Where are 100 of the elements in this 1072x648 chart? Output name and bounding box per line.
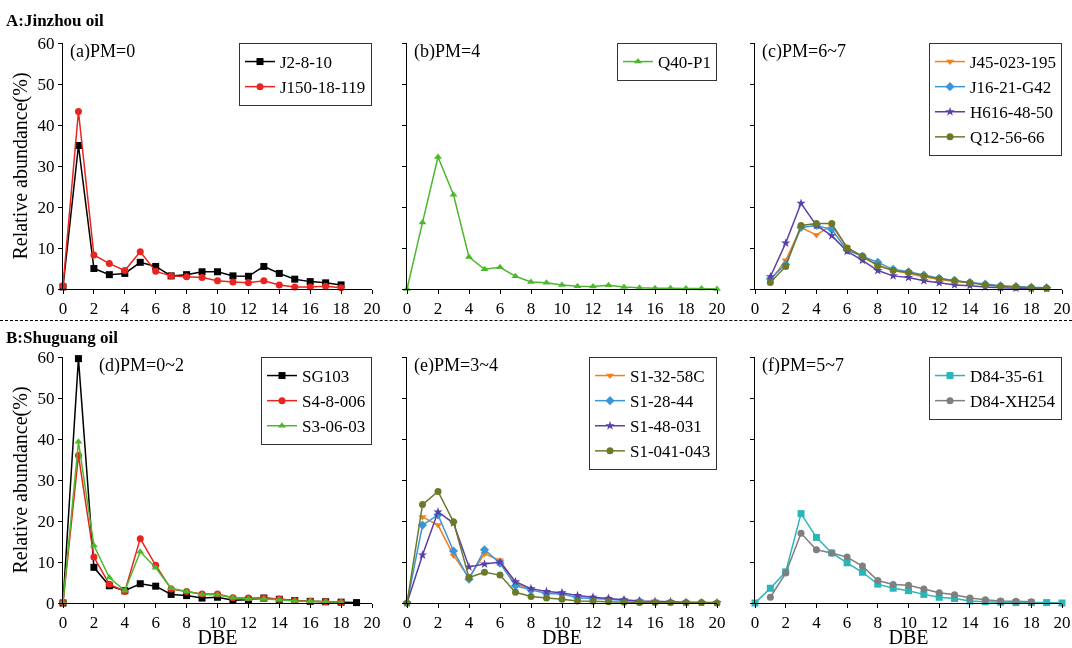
x-tick-label: 12 — [239, 613, 257, 633]
x-tick-label: 6 — [495, 613, 505, 633]
y-tick-label: 60 — [37, 347, 55, 367]
legend-label: J45-023-195 — [970, 53, 1056, 73]
x-tick-label: 8 — [873, 299, 883, 319]
y-axis-title: Relative abundance(%) — [9, 386, 33, 574]
x-tick-label: 4 — [464, 299, 474, 319]
x-tick-label: 14 — [961, 299, 979, 319]
y-axis-title: Relative abundance(%) — [9, 72, 33, 260]
y-tick-label: 20 — [37, 197, 55, 217]
y-tick-label: 30 — [37, 470, 55, 490]
chart-title: (b)PM=4 — [414, 41, 481, 62]
chart-title: (d)PM=0~2 — [99, 355, 184, 376]
x-tick-label: 16 — [992, 299, 1010, 319]
x-tick-label: 8 — [873, 613, 883, 633]
x-tick-label: 18 — [677, 613, 695, 633]
x-tick-label: 12 — [584, 613, 602, 633]
x-tick-label: 16 — [646, 299, 664, 319]
x-tick-label: 10 — [553, 299, 571, 319]
x-tick-label: 6 — [151, 613, 160, 633]
x-tick-label: 16 — [646, 613, 664, 633]
x-tick-label: 0 — [402, 613, 412, 633]
y-tick-label: 20 — [37, 511, 55, 531]
y-tick-label: 40 — [37, 429, 55, 449]
x-tick-label: 16 — [992, 613, 1010, 633]
y-tick-label: 40 — [37, 115, 55, 135]
x-tick-label: 2 — [433, 613, 443, 633]
legend-label: J16-21-G42 — [970, 78, 1052, 98]
chart-title: (e)PM=3~4 — [414, 355, 498, 376]
x-tick-label: 20 — [1053, 613, 1071, 633]
x-tick-label: 14 — [615, 613, 633, 633]
x-tick-label: 8 — [526, 613, 536, 633]
x-tick-label: 2 — [781, 613, 790, 633]
x-tick-label: 6 — [842, 299, 852, 319]
legend-label: S1-041-043 — [630, 442, 711, 462]
x-tick-label: 0 — [402, 299, 412, 319]
x-tick-label: 14 — [615, 299, 633, 319]
chart-title: (f)PM=5~7 — [762, 355, 844, 376]
x-tick-label: 20 — [708, 299, 726, 319]
x-tick-label: 20 — [708, 613, 726, 633]
x-tick-label: 6 — [495, 299, 505, 319]
x-tick-label: 12 — [930, 613, 948, 633]
x-tick-label: 14 — [961, 613, 979, 633]
y-tick-label: 10 — [37, 552, 55, 572]
x-tick-label: 0 — [750, 613, 760, 633]
x-tick-label: 10 — [900, 299, 917, 319]
x-tick-label: 16 — [301, 613, 319, 633]
x-tick-label: 16 — [301, 299, 319, 319]
x-tick-label: 20 — [363, 299, 381, 319]
x-tick-label: 2 — [89, 299, 99, 319]
x-tick-label: 18 — [1022, 613, 1040, 633]
x-tick-label: 14 — [270, 299, 289, 319]
x-tick-label: 20 — [1053, 299, 1071, 319]
x-tick-label: 18 — [332, 299, 350, 319]
text: A:Jinzhou oil — [6, 11, 105, 30]
legend-label: D84-35-61 — [970, 367, 1045, 387]
legend-label: S4-8-006 — [302, 392, 366, 412]
legend-label: D84-XH254 — [970, 392, 1056, 412]
x-tick-label: 18 — [332, 613, 350, 633]
y-tick-label: 50 — [37, 74, 55, 94]
x-tick-label: 2 — [89, 613, 99, 633]
y-tick-label: 0 — [46, 279, 55, 299]
x-tick-label: 6 — [151, 299, 160, 319]
x-tick-label: 12 — [930, 299, 948, 319]
x-tick-label: 4 — [812, 613, 822, 633]
legend-label: S1-32-58C — [630, 367, 705, 387]
x-tick-label: 2 — [781, 299, 790, 319]
y-tick-label: 50 — [37, 388, 55, 408]
x-tick-label: 8 — [526, 299, 536, 319]
chart-title: (a)PM=0 — [70, 41, 136, 62]
x-tick-label: 4 — [120, 613, 130, 633]
x-tick-label: 12 — [584, 299, 602, 319]
text: B:Shuguang oil — [6, 328, 119, 347]
x-tick-label: 10 — [209, 299, 226, 319]
x-tick-label: 18 — [1022, 299, 1040, 319]
y-tick-label: 60 — [37, 33, 55, 53]
legend-label: H616-48-50 — [970, 103, 1054, 123]
y-tick-label: 30 — [37, 156, 55, 176]
x-tick-label: 8 — [182, 299, 191, 319]
legend-label: S1-48-031 — [630, 417, 702, 437]
x-tick-label: 4 — [812, 299, 822, 319]
x-tick-label: 20 — [363, 613, 381, 633]
y-tick-label: 10 — [37, 238, 55, 258]
x-tick-label: 14 — [270, 613, 289, 633]
x-tick-label: 2 — [433, 299, 443, 319]
chart-title: (c)PM=6~7 — [762, 41, 846, 62]
legend-label: Q12-56-66 — [970, 128, 1045, 148]
legend-label: S1-28-44 — [630, 392, 694, 412]
y-tick-label: 0 — [46, 593, 55, 613]
legend-label: SG103 — [302, 367, 350, 387]
x-tick-label: 4 — [120, 299, 130, 319]
x-tick-label: 4 — [464, 613, 474, 633]
x-tick-label: 18 — [677, 299, 695, 319]
x-tick-label: 12 — [239, 299, 257, 319]
legend-label: Q40-P1 — [658, 53, 711, 73]
legend-label: S3-06-03 — [302, 417, 366, 437]
legend-label: J150-18-119 — [280, 78, 366, 98]
x-tick-label: 8 — [182, 613, 191, 633]
x-tick-label: 0 — [750, 299, 760, 319]
legend-label: J2-8-10 — [280, 53, 332, 73]
